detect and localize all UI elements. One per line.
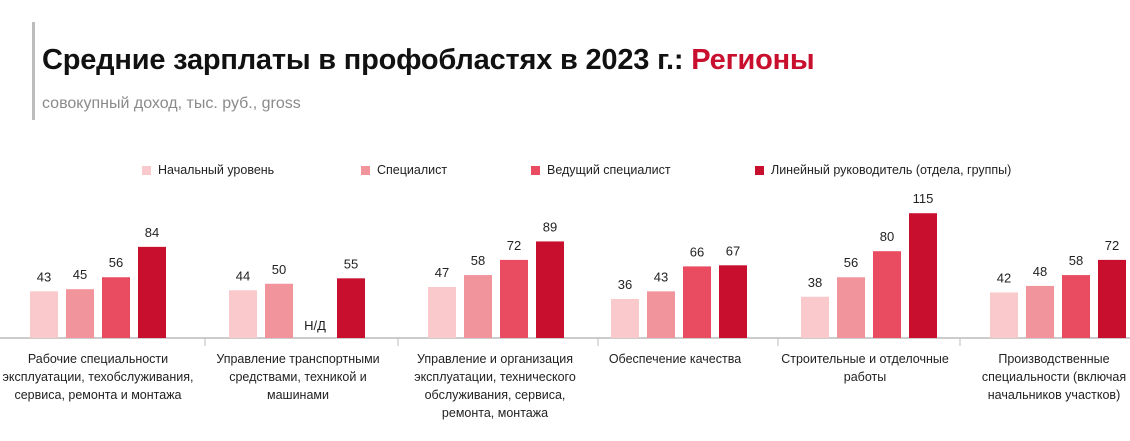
bar xyxy=(1026,285,1054,338)
data-label: 44 xyxy=(236,268,250,283)
data-label: 36 xyxy=(618,277,632,292)
data-label: 72 xyxy=(507,238,521,253)
bar xyxy=(337,278,365,338)
data-label: 84 xyxy=(145,225,159,240)
title-highlight: Регионы xyxy=(691,44,815,76)
bar xyxy=(102,277,130,338)
bar xyxy=(66,289,94,338)
category-label: Рабочие специальности эксплуатации, техо… xyxy=(2,352,194,402)
data-label: 58 xyxy=(471,253,485,268)
bar xyxy=(138,246,166,338)
missing-value-label: Н/Д xyxy=(304,318,326,333)
data-label: 55 xyxy=(344,256,358,271)
bar xyxy=(909,213,937,338)
data-label: 80 xyxy=(880,229,894,244)
bar xyxy=(647,291,675,338)
category-label: Обеспечение качества xyxy=(608,352,742,366)
category-label: Управление транспортными средствами, тех… xyxy=(216,352,380,402)
title-accent-bar xyxy=(32,22,35,120)
data-label: 115 xyxy=(913,191,934,206)
data-label: 38 xyxy=(808,275,822,290)
data-label: 89 xyxy=(543,219,557,234)
bar xyxy=(500,259,528,338)
chart-title: Средние зарплаты в профобластях в 2023 г… xyxy=(42,44,815,77)
data-label: 50 xyxy=(272,262,286,277)
bar xyxy=(464,275,492,338)
category-label: Строительные и отделочные работы xyxy=(781,352,949,384)
data-label: 67 xyxy=(726,243,740,258)
data-label: 42 xyxy=(997,270,1011,285)
bar xyxy=(719,265,747,338)
data-label: 72 xyxy=(1105,238,1119,253)
title-main: Средние зарплаты в профобластях в 2023 г… xyxy=(42,44,692,76)
data-label: 47 xyxy=(435,265,449,280)
data-label: 43 xyxy=(37,269,51,284)
bar xyxy=(611,298,639,338)
data-label: 48 xyxy=(1033,264,1047,279)
bar xyxy=(30,291,58,338)
category-label: Производственные специальности (включая … xyxy=(981,352,1127,402)
bar xyxy=(837,277,865,338)
category-label: Управление и организация эксплуатации, т… xyxy=(414,352,576,420)
bar xyxy=(229,290,257,338)
bar xyxy=(1098,259,1126,338)
bar xyxy=(1062,275,1090,338)
data-label: 43 xyxy=(654,269,668,284)
data-label: 66 xyxy=(690,244,704,259)
bar xyxy=(536,241,564,338)
data-label: 56 xyxy=(109,255,123,270)
bar xyxy=(265,283,293,338)
data-label: 45 xyxy=(73,267,87,282)
data-label: 56 xyxy=(844,255,858,270)
bar xyxy=(873,251,901,338)
data-label: 58 xyxy=(1069,253,1083,268)
bar xyxy=(990,292,1018,338)
bar xyxy=(428,287,456,338)
bar xyxy=(683,266,711,338)
bar xyxy=(801,296,829,338)
chart-subtitle: совокупный доход, тыс. руб., gross xyxy=(42,95,301,112)
